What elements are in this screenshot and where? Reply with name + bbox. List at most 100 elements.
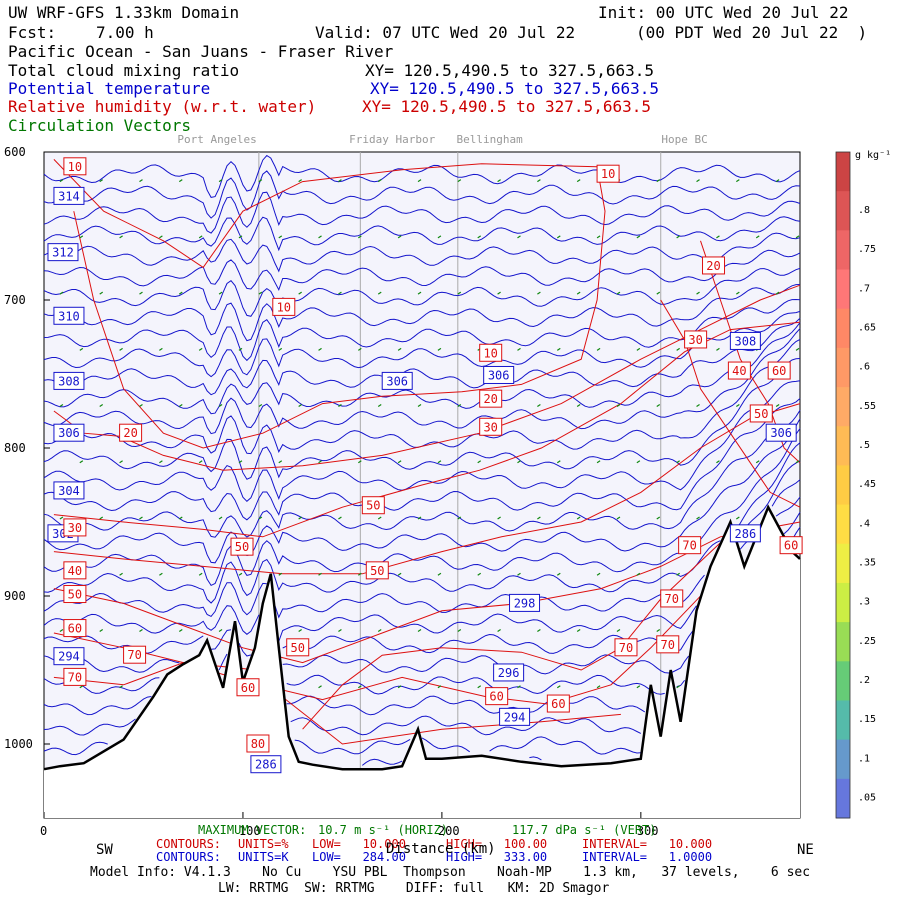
colorbar-label: .2 xyxy=(858,675,870,686)
colorbar-label: .1 xyxy=(858,753,870,764)
rh-contours-high: HIGH= 100.00 xyxy=(446,837,548,851)
theta-label-box xyxy=(509,593,541,612)
cross-section-region: Pacific Ocean - San Juans - Fraser River xyxy=(8,42,394,61)
theta-contour xyxy=(43,358,801,480)
colorbar-swatch xyxy=(836,191,850,231)
wind-vector xyxy=(656,629,661,633)
wind-vector xyxy=(576,179,581,183)
rh-label: 60 xyxy=(489,690,503,704)
theta-contour xyxy=(43,298,801,362)
theta-label-box xyxy=(729,331,761,350)
theta-contour xyxy=(43,310,801,378)
wind-vector xyxy=(775,179,780,183)
x-tick-label: 300 xyxy=(637,824,659,838)
colorbar-label: .75 xyxy=(858,244,876,255)
wind-vector xyxy=(616,629,621,633)
theta-contour xyxy=(43,170,801,219)
place-label: Friday Harbor xyxy=(349,133,435,146)
wind-vector xyxy=(775,291,780,295)
theta-label: 286 xyxy=(735,527,757,541)
wind-vector xyxy=(457,291,462,295)
wind-vector xyxy=(636,235,641,239)
wind-vector xyxy=(477,572,482,576)
rh-label-box xyxy=(365,561,389,580)
wind-vector xyxy=(656,404,661,408)
wind-vector xyxy=(258,179,263,183)
rh-label: 60 xyxy=(784,539,798,553)
theta-contours-low: LOW= 284.00 xyxy=(312,850,406,864)
theta-label: 296 xyxy=(498,666,520,680)
terrain-below xyxy=(44,507,800,818)
wind-vector xyxy=(636,572,641,576)
colorbar-label: .55 xyxy=(858,401,876,412)
field-vectors-name: Circulation Vectors xyxy=(8,116,192,135)
wind-vector xyxy=(437,572,442,576)
wind-vector xyxy=(139,179,143,183)
y-tick-label: 900 xyxy=(4,589,26,603)
theta-label: 312 xyxy=(52,246,74,260)
theta-label: 310 xyxy=(58,309,80,323)
max-vector-vert: 117.7 dPa s⁻¹ (VERT) xyxy=(512,823,657,837)
rh-label: 20 xyxy=(483,392,497,406)
rh-label-box xyxy=(63,619,87,638)
wind-vector xyxy=(198,235,203,239)
theta-contour xyxy=(43,191,801,234)
valid-time: Valid: 07 UTC Wed 20 Jul 22 xyxy=(315,23,576,42)
wind-vector xyxy=(99,291,104,295)
colorbar-label: .65 xyxy=(858,322,876,333)
theta-label-box xyxy=(53,423,85,442)
init-time: Init: 00 UTC Wed 20 Jul 22 xyxy=(598,3,849,22)
valid-local-time: (00 PDT Wed 20 Jul 22 ) xyxy=(636,23,868,42)
wind-vector xyxy=(159,347,163,351)
wind-vector xyxy=(676,572,680,576)
wind-vector xyxy=(676,460,680,464)
wind-vector xyxy=(417,179,422,183)
wind-vector xyxy=(656,179,661,183)
forecast-hours: 7.00 h xyxy=(96,23,154,42)
rh-label: 50 xyxy=(290,641,304,655)
rh-label-box xyxy=(614,638,638,657)
rh-label-box xyxy=(767,361,791,380)
theta-contour xyxy=(43,154,801,198)
wind-vector xyxy=(178,179,183,183)
theta-label: 286 xyxy=(255,758,277,772)
rh-label: 50 xyxy=(370,564,384,578)
wind-vector xyxy=(457,516,462,520)
wind-vector xyxy=(258,404,263,408)
place-label: Bellingham xyxy=(457,133,524,146)
wind-vector xyxy=(377,291,382,295)
rh-label-box xyxy=(485,687,509,706)
wind-vector xyxy=(358,685,362,689)
theta-contour xyxy=(361,756,542,766)
direction-sw: SW xyxy=(96,842,113,858)
wind-vector xyxy=(338,629,342,633)
wind-vector xyxy=(537,516,541,520)
rh-label: 30 xyxy=(68,521,82,535)
rh-contours-units: UNITS=% xyxy=(238,837,289,851)
wind-vector xyxy=(596,460,601,464)
rh-label-box xyxy=(727,361,751,380)
wind-vector xyxy=(596,685,601,689)
wind-vector xyxy=(696,179,700,183)
wind-vector xyxy=(139,404,143,408)
colorbar-unit: g kg⁻¹ xyxy=(855,150,891,161)
theta-contour xyxy=(43,322,801,415)
wind-vector xyxy=(238,235,243,239)
rh-label: 70 xyxy=(127,648,141,662)
colorbar-swatch xyxy=(836,230,850,271)
wind-vector xyxy=(556,347,561,351)
wind-vector xyxy=(218,404,223,408)
wind-vector xyxy=(119,685,123,689)
rh-label: 70 xyxy=(619,641,633,655)
theta-contours-units: UNITS=K xyxy=(238,850,289,864)
wind-vector xyxy=(198,460,203,464)
wind-vector xyxy=(736,404,740,408)
theta-label-box xyxy=(493,663,525,682)
colorbar-label: .05 xyxy=(858,793,876,804)
wind-vector xyxy=(218,179,223,183)
colorbar-swatch xyxy=(836,269,850,310)
colorbar-swatch xyxy=(836,700,850,741)
wind-vector xyxy=(556,572,561,576)
wind-vector xyxy=(258,291,263,295)
wind-vector xyxy=(437,235,442,239)
